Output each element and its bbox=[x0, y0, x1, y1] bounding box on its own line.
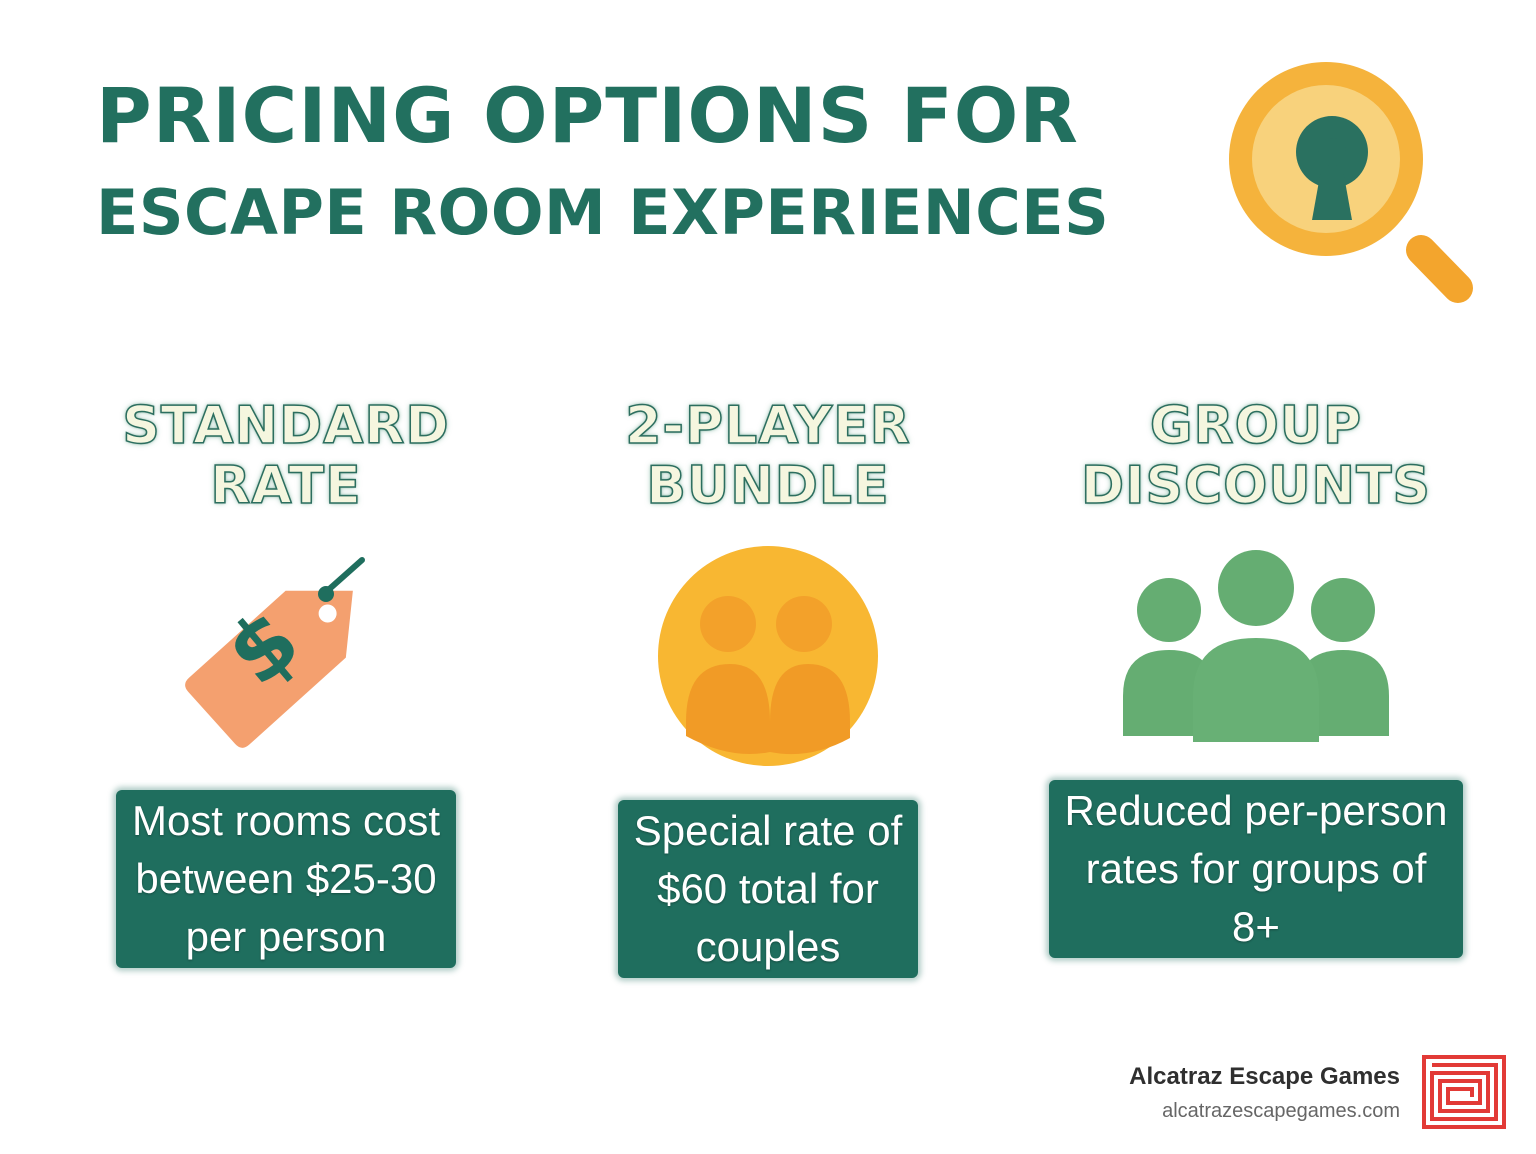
option-description-line-3: couples bbox=[695, 923, 841, 970]
magnifier-keyhole-icon bbox=[1229, 62, 1473, 303]
option-heading: STANDARD RATE bbox=[56, 395, 516, 517]
option-2-player-bundle: 2-PLAYER BUNDLE Special rate of $60 tota… bbox=[538, 395, 998, 978]
option-description-line-2: rates for groups of bbox=[1085, 845, 1427, 892]
option-heading: GROUP DISCOUNTS bbox=[1026, 395, 1486, 517]
option-description-line-1: Special rate of bbox=[633, 807, 903, 854]
option-description-line-3: 8+ bbox=[1232, 903, 1280, 950]
option-heading-line-1: 2-PLAYER bbox=[625, 395, 911, 457]
page-title-line-2: ESCAPE ROOM EXPERIENCES bbox=[96, 176, 1110, 249]
option-group-discounts: GROUP DISCOUNTS Reduced per-person rates… bbox=[1026, 395, 1486, 958]
option-heading-line-1: GROUP bbox=[1149, 395, 1363, 457]
option-description-line-1: Reduced per-person bbox=[1064, 787, 1448, 834]
price-tag-dollar-icon: $ bbox=[185, 557, 365, 748]
brand-block: Alcatraz Escape Games alcatrazescapegame… bbox=[1129, 1062, 1400, 1126]
option-description-line-2: $60 total for bbox=[657, 865, 879, 912]
option-heading-line-2: BUNDLE bbox=[646, 455, 890, 517]
brand-url[interactable]: alcatrazescapegames.com bbox=[1162, 1100, 1400, 1122]
option-description-line-2: between $25-30 bbox=[135, 855, 437, 902]
option-description: Most rooms cost between $25-30 per perso… bbox=[115, 790, 457, 968]
option-standard-rate: STANDARD RATE $ Most rooms cost between … bbox=[56, 395, 516, 968]
option-description: Special rate of $60 total for couples bbox=[617, 800, 919, 978]
option-description-line-1: Most rooms cost bbox=[131, 797, 441, 844]
option-heading-line-2: RATE bbox=[210, 455, 362, 517]
option-heading: 2-PLAYER BUNDLE bbox=[538, 395, 998, 517]
group-people-icon bbox=[1123, 550, 1389, 742]
two-people-icon bbox=[658, 546, 878, 766]
option-description: Reduced per-person rates for groups of 8… bbox=[1048, 780, 1464, 958]
maze-logo-icon bbox=[1422, 1055, 1506, 1129]
page-title: PRICING OPTIONS FOR ESCAPE ROOM EXPERIEN… bbox=[96, 78, 1109, 244]
option-description-line-3: per person bbox=[185, 913, 387, 960]
brand-name: Alcatraz Escape Games bbox=[1129, 1063, 1400, 1090]
option-heading-line-1: STANDARD bbox=[122, 395, 450, 457]
option-heading-line-2: DISCOUNTS bbox=[1080, 455, 1431, 517]
page-title-line-1: PRICING OPTIONS FOR bbox=[96, 71, 1079, 160]
